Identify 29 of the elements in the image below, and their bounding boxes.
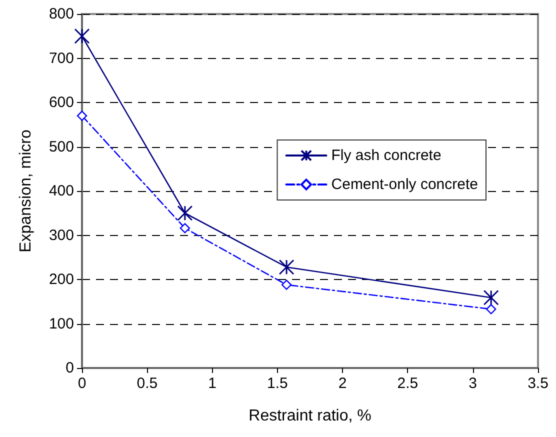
x-tick-label: 0 bbox=[78, 375, 86, 392]
legend-label: Cement-only concrete bbox=[331, 176, 478, 193]
x-tick-label: 1.5 bbox=[267, 375, 288, 392]
point bbox=[278, 259, 294, 275]
point bbox=[486, 304, 496, 314]
y-tick-label: 0 bbox=[66, 360, 74, 376]
x-tick-label: 2.5 bbox=[397, 375, 418, 392]
x-axis-title: Restraint ratio, % bbox=[248, 408, 372, 424]
point bbox=[483, 290, 499, 306]
y-tick-label: 700 bbox=[48, 50, 74, 67]
point bbox=[180, 223, 190, 234]
x-tick-label: 3.5 bbox=[528, 375, 548, 392]
x-tick-label: 3 bbox=[468, 375, 478, 392]
point bbox=[177, 205, 193, 221]
y-tick-label: 300 bbox=[48, 226, 74, 244]
y-tick-label: 500 bbox=[48, 138, 74, 156]
y-tick-label: 200 bbox=[48, 271, 74, 288]
point bbox=[76, 110, 88, 121]
x-tick-label: 2 bbox=[338, 375, 347, 392]
y-axis-title: Expansion, micro bbox=[18, 130, 34, 252]
y-tick-label: 400 bbox=[48, 182, 74, 200]
legend-label: Fly ash concrete bbox=[331, 147, 442, 164]
y-tick-label: 100 bbox=[48, 315, 74, 332]
point bbox=[74, 28, 90, 44]
y-tick-label: 800 bbox=[48, 6, 74, 22]
x-tick-label: 0.5 bbox=[136, 375, 158, 392]
y-tick-label: 600 bbox=[48, 94, 74, 111]
point bbox=[281, 280, 292, 290]
x-tick-label: 1 bbox=[208, 375, 216, 392]
